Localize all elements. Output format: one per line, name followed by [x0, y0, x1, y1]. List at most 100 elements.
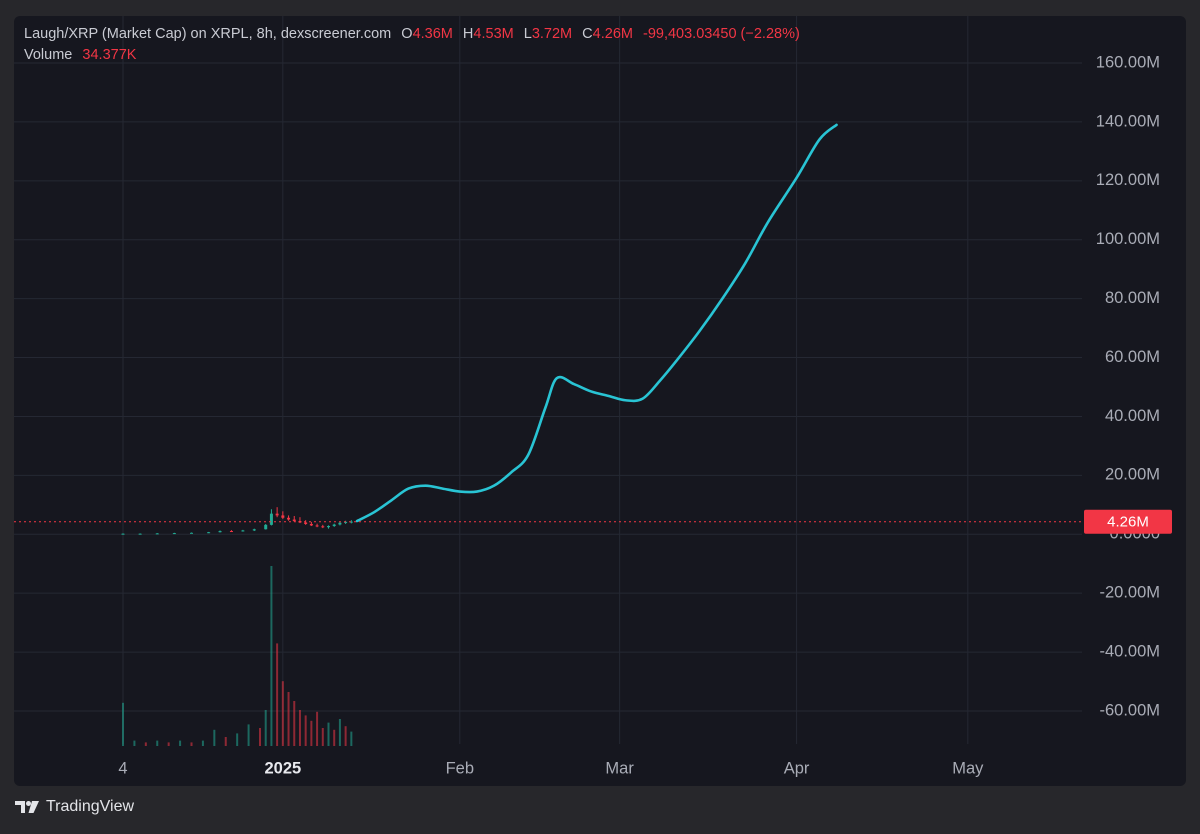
- current-price-badge: 4.26M: [1084, 509, 1172, 534]
- candle-body: [338, 522, 342, 525]
- volume-bar: [247, 724, 250, 746]
- tradingview-branding[interactable]: TradingView: [14, 798, 134, 816]
- tradingview-logo-icon: [15, 801, 39, 813]
- volume-bar: [201, 740, 204, 746]
- volume-bar: [327, 722, 330, 746]
- y-tick-label: 20.00M: [1105, 466, 1160, 484]
- candle-body: [121, 533, 125, 535]
- volume-bar: [344, 726, 347, 746]
- ohlc-low-key: L: [523, 26, 532, 42]
- legend-row-volume: Volume 34.377K: [24, 45, 800, 66]
- candle-body: [155, 533, 159, 535]
- y-tick-label: 100.00M: [1096, 230, 1160, 248]
- x-tick-label: 2025: [264, 759, 301, 777]
- y-tick-label: 140.00M: [1096, 112, 1160, 130]
- legend-row-price: Laugh/XRP (Market Cap) on XRPL, 8h, dexs…: [24, 24, 800, 45]
- ohlc-low-value: 3.72M: [531, 26, 573, 42]
- ohlc-close-key: C: [582, 26, 593, 42]
- candle-body: [304, 522, 308, 524]
- volume-bar: [122, 702, 124, 746]
- tradingview-brand-label: TradingView: [46, 798, 135, 815]
- y-tick-label: 160.00M: [1096, 53, 1160, 71]
- x-tick-label: Feb: [446, 759, 474, 777]
- candle-body: [287, 517, 291, 520]
- ohlc-open-key: O: [401, 26, 413, 42]
- candle-body: [327, 526, 330, 528]
- candle-body: [349, 521, 353, 523]
- ohlc-high-key: H: [462, 26, 474, 42]
- volume-bar: [224, 737, 227, 746]
- chart-legend: Laugh/XRP (Market Cap) on XRPL, 8h, dexs…: [24, 24, 800, 66]
- y-tick-label: 60.00M: [1105, 348, 1160, 366]
- volume-bars: [122, 566, 353, 746]
- y-tick-label: -60.00M: [1099, 701, 1160, 719]
- x-axis: 4 2025 Feb Mar Apr May: [118, 759, 984, 777]
- volume-bar: [293, 701, 296, 746]
- current-price-badge-label: 4.26M: [1107, 514, 1149, 531]
- candle-body: [218, 531, 222, 533]
- volume-bar: [236, 733, 239, 746]
- volume-bar: [350, 731, 353, 746]
- candle-body: [344, 521, 348, 523]
- candle-body: [275, 513, 279, 516]
- volume-bar: [144, 742, 147, 746]
- x-tick-label: Apr: [784, 759, 810, 777]
- volume-bar: [190, 742, 193, 746]
- candle-body: [309, 523, 313, 526]
- y-tick-label: -40.00M: [1099, 642, 1160, 660]
- volume-bar: [213, 729, 216, 746]
- ohlc-high: H4.53M: [463, 26, 514, 42]
- x-tick-label: Mar: [605, 759, 634, 777]
- volume-bar: [156, 740, 159, 746]
- candle-body: [332, 524, 336, 527]
- y-tick-label: 40.00M: [1105, 407, 1160, 425]
- volume-bar: [287, 692, 290, 746]
- candle-body: [292, 519, 296, 522]
- candle-body: [190, 532, 193, 534]
- ohlc-open: O4.36M: [401, 26, 453, 42]
- price-change: -99,403.03450 (−2.28%): [643, 26, 800, 42]
- chart-panel[interactable]: 160.00M 140.00M 120.00M 100.00M 80.00M 60.00M…: [14, 16, 1186, 786]
- y-tick-label: 120.00M: [1096, 171, 1160, 189]
- volume-bar: [276, 643, 279, 746]
- volume-label[interactable]: Volume: [24, 47, 73, 63]
- candle-body: [321, 526, 325, 528]
- ohlc-low: L3.72M: [524, 26, 572, 42]
- candle-body: [315, 525, 319, 527]
- market-cap-line: [355, 123, 838, 523]
- volume-bar: [179, 740, 182, 746]
- candle-body: [241, 530, 245, 532]
- volume-bar: [333, 729, 336, 746]
- volume-bar: [338, 719, 341, 746]
- candle-body: [207, 532, 211, 534]
- volume-bar: [167, 742, 170, 746]
- candle-body: [281, 515, 285, 518]
- x-tick-label: 4: [118, 759, 127, 777]
- chart-canvas[interactable]: 160.00M 140.00M 120.00M 100.00M 80.00M 60.00M…: [14, 16, 1186, 786]
- candle-body: [269, 513, 273, 525]
- ohlc-open-value: 4.36M: [412, 26, 453, 42]
- y-tick-label: -20.00M: [1099, 584, 1160, 602]
- candle-body: [229, 531, 233, 533]
- symbol-title[interactable]: Laugh/XRP (Market Cap) on XRPL, 8h, dexs…: [24, 26, 392, 42]
- ohlc-close-value: 4.26M: [592, 26, 633, 42]
- current-price-badge-bg: [1084, 509, 1172, 534]
- volume-bar: [304, 715, 307, 746]
- volume-value: 34.377K: [82, 47, 137, 63]
- y-tick-label: 80.00M: [1105, 289, 1160, 307]
- volume-bar: [310, 720, 313, 746]
- y-axis: 160.00M 140.00M 120.00M 100.00M 80.00M 60.00M…: [1096, 53, 1160, 719]
- ohlc-close: C4.26M: [582, 26, 633, 42]
- volume-bar: [264, 710, 267, 746]
- candle-body: [264, 524, 268, 530]
- x-tick-label: May: [952, 759, 984, 777]
- volume-bar: [259, 728, 261, 746]
- grid: [14, 16, 1082, 744]
- volume-bar: [281, 681, 284, 746]
- candle-body: [252, 529, 256, 531]
- volume-bar: [133, 740, 136, 746]
- ohlc-high-value: 4.53M: [473, 26, 514, 42]
- candle-body: [172, 533, 176, 535]
- candles: [121, 507, 353, 535]
- volume-bar: [316, 711, 319, 746]
